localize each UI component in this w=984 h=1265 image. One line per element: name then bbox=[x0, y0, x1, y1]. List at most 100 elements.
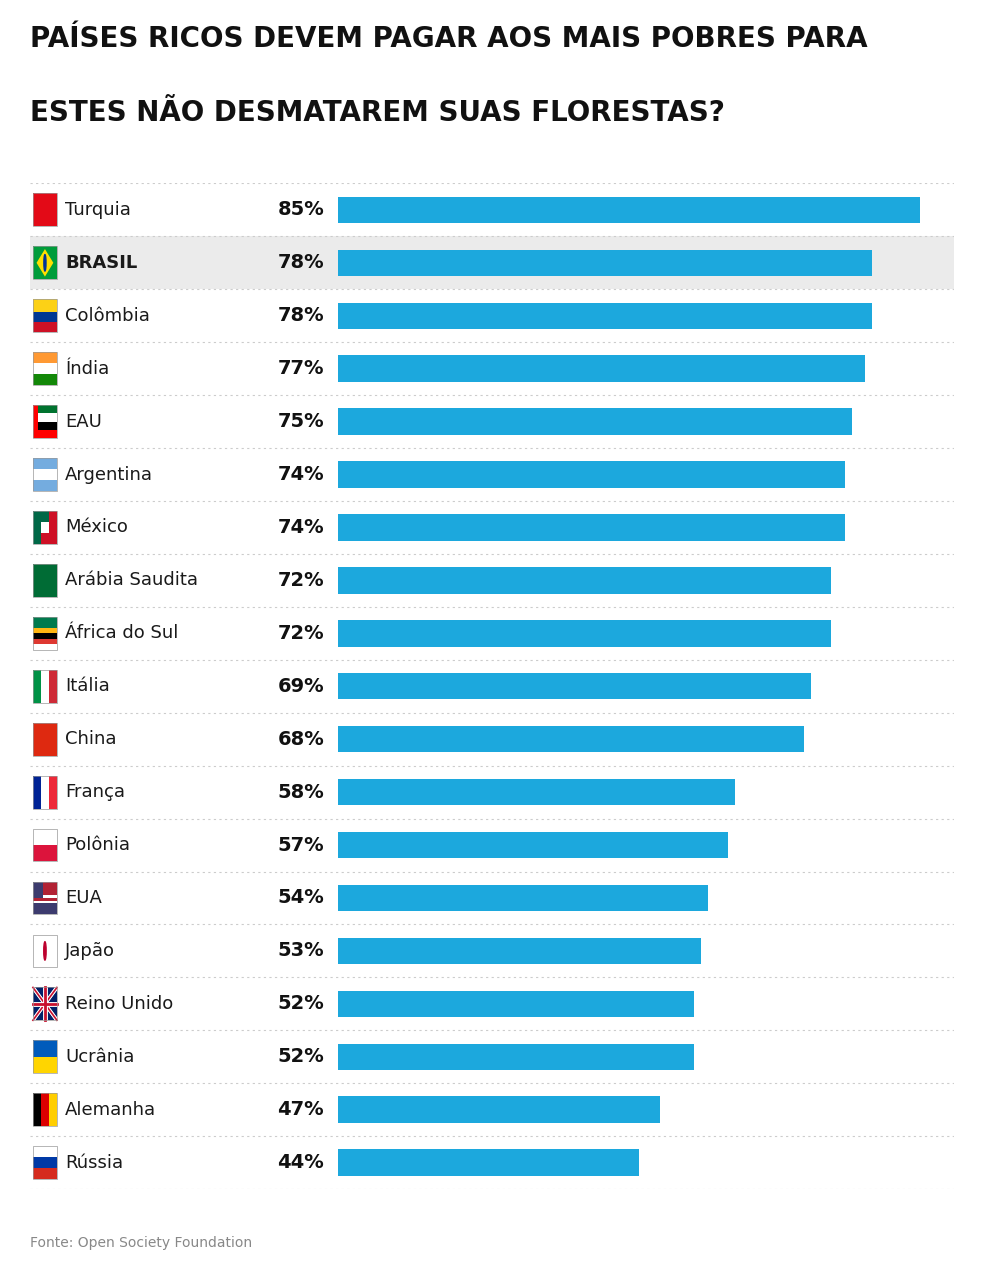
Bar bbox=[32, 903, 57, 915]
Bar bbox=[338, 567, 831, 593]
Bar bbox=[32, 405, 57, 414]
Bar bbox=[49, 775, 57, 808]
Bar bbox=[32, 511, 57, 544]
Text: Itália: Itália bbox=[65, 677, 110, 696]
Bar bbox=[32, 300, 57, 333]
Bar bbox=[41, 670, 49, 702]
Bar bbox=[32, 458, 57, 469]
Bar bbox=[32, 323, 57, 333]
Bar bbox=[32, 469, 57, 481]
Bar bbox=[32, 901, 57, 903]
Text: Reino Unido: Reino Unido bbox=[65, 994, 173, 1013]
Bar bbox=[338, 779, 735, 806]
Bar bbox=[32, 775, 41, 808]
Bar bbox=[338, 355, 865, 382]
Bar bbox=[338, 884, 707, 911]
Text: 72%: 72% bbox=[277, 624, 324, 643]
Text: Argentina: Argentina bbox=[65, 466, 154, 483]
Bar bbox=[32, 882, 57, 915]
Bar bbox=[32, 194, 57, 226]
Circle shape bbox=[43, 941, 46, 960]
Text: Arábia Saudita: Arábia Saudita bbox=[65, 572, 198, 589]
Bar bbox=[32, 935, 57, 968]
Bar bbox=[49, 511, 57, 544]
Text: Colômbia: Colômbia bbox=[65, 306, 150, 325]
Bar bbox=[32, 882, 57, 896]
Bar bbox=[32, 247, 57, 280]
Bar bbox=[338, 196, 920, 223]
Bar bbox=[32, 405, 38, 438]
Text: 77%: 77% bbox=[277, 359, 324, 378]
Bar bbox=[32, 775, 57, 808]
Bar bbox=[338, 409, 852, 435]
Text: PAÍSES RICOS DEVEM PAGAR AOS MAIS POBRES PARA: PAÍSES RICOS DEVEM PAGAR AOS MAIS POBRES… bbox=[30, 25, 867, 53]
Text: 52%: 52% bbox=[277, 1047, 324, 1066]
Bar bbox=[49, 1093, 57, 1126]
Bar bbox=[32, 352, 57, 363]
Bar bbox=[338, 1097, 660, 1123]
Text: México: México bbox=[65, 519, 128, 536]
Text: Rússia: Rússia bbox=[65, 1154, 123, 1171]
Text: 68%: 68% bbox=[277, 730, 324, 749]
Bar bbox=[32, 1146, 57, 1179]
Bar bbox=[32, 1093, 41, 1126]
Text: 72%: 72% bbox=[277, 571, 324, 589]
Bar bbox=[338, 1044, 694, 1070]
Text: Turquia: Turquia bbox=[65, 201, 131, 219]
Bar bbox=[32, 511, 41, 544]
Bar bbox=[338, 302, 872, 329]
Bar bbox=[338, 726, 804, 753]
Bar bbox=[32, 247, 57, 280]
Bar bbox=[32, 845, 57, 861]
Bar bbox=[32, 829, 57, 861]
Text: África do Sul: África do Sul bbox=[65, 625, 178, 643]
Bar bbox=[32, 1093, 57, 1126]
Text: Japão: Japão bbox=[65, 942, 115, 960]
Bar bbox=[32, 896, 57, 898]
Bar bbox=[32, 1056, 57, 1073]
Bar bbox=[32, 564, 57, 597]
Text: EAU: EAU bbox=[65, 412, 102, 430]
Text: Ucrânia: Ucrânia bbox=[65, 1047, 135, 1066]
Text: 58%: 58% bbox=[277, 783, 324, 802]
Bar bbox=[32, 414, 57, 421]
Bar bbox=[32, 670, 57, 702]
Bar bbox=[338, 990, 694, 1017]
Bar bbox=[32, 421, 57, 430]
Bar bbox=[32, 300, 57, 312]
Bar bbox=[338, 1150, 640, 1176]
Text: 57%: 57% bbox=[277, 836, 324, 855]
Bar bbox=[41, 1093, 49, 1126]
Bar bbox=[32, 988, 57, 1021]
Text: 47%: 47% bbox=[277, 1101, 324, 1120]
Bar bbox=[32, 533, 57, 544]
Text: Fonte: Open Society Foundation: Fonte: Open Society Foundation bbox=[30, 1236, 252, 1250]
Bar bbox=[32, 898, 57, 901]
Bar bbox=[338, 937, 701, 964]
Bar bbox=[32, 458, 57, 491]
Circle shape bbox=[44, 254, 46, 271]
Bar bbox=[32, 247, 57, 280]
Bar bbox=[338, 673, 811, 700]
Bar bbox=[32, 363, 57, 374]
Text: BRASIL: BRASIL bbox=[65, 254, 138, 272]
Text: 69%: 69% bbox=[277, 677, 324, 696]
Bar bbox=[32, 374, 57, 385]
Bar bbox=[32, 1146, 57, 1157]
Bar bbox=[32, 511, 57, 522]
Bar bbox=[32, 634, 57, 639]
Bar bbox=[49, 670, 57, 702]
Text: 53%: 53% bbox=[277, 941, 324, 960]
Bar bbox=[32, 564, 57, 597]
Text: 75%: 75% bbox=[277, 412, 324, 431]
Bar bbox=[32, 1157, 57, 1168]
Bar bbox=[338, 515, 845, 540]
Bar bbox=[32, 627, 57, 634]
Bar bbox=[32, 352, 57, 385]
Bar bbox=[338, 832, 728, 858]
Bar bbox=[32, 988, 57, 1021]
Text: 44%: 44% bbox=[277, 1154, 324, 1173]
Bar bbox=[338, 462, 845, 488]
Bar bbox=[338, 620, 831, 646]
Text: França: França bbox=[65, 783, 125, 801]
